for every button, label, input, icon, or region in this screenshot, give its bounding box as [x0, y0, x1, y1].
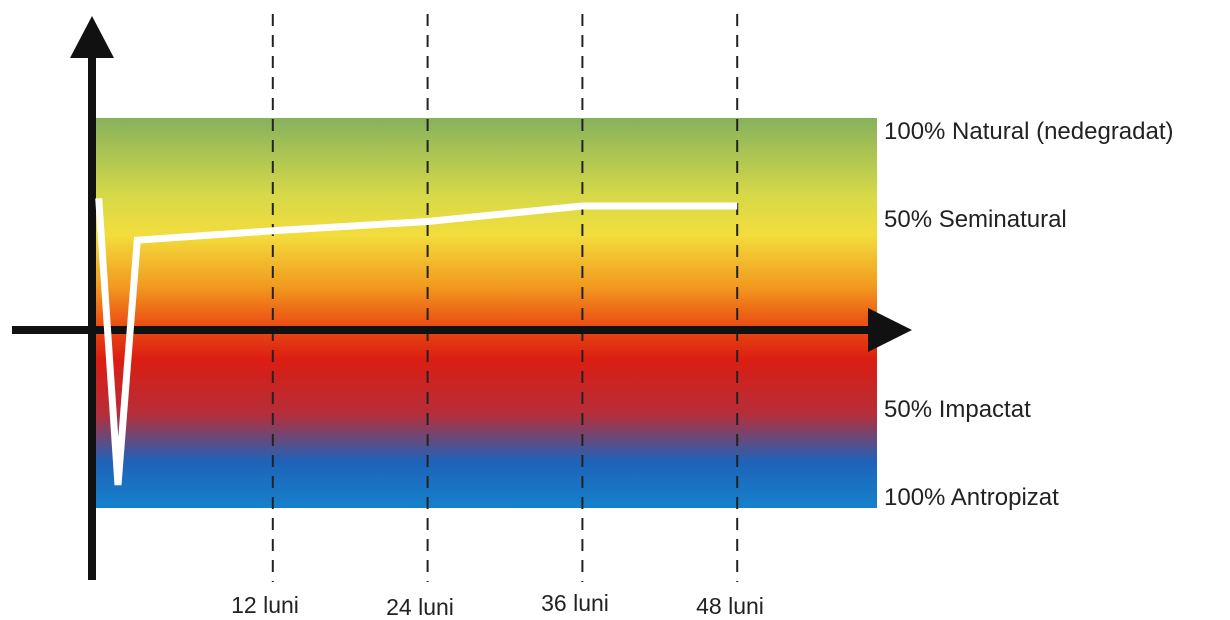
x-tick-label-12: 12 luni [231, 592, 299, 618]
band-label-antropizat: 100% Antropizat [884, 484, 1059, 511]
band-label-natural: 100% Natural (nedegradat) [884, 118, 1174, 145]
gridlines [271, 14, 739, 582]
x-tick-label-48: 48 luni [696, 593, 764, 619]
series-line [95, 198, 738, 486]
band-label-seminatural: 50% Seminatural [884, 206, 1067, 233]
band-label-impactat: 50% Impactat [884, 396, 1031, 423]
x-tick-label-36: 36 luni [541, 590, 609, 616]
x-axis-arrow [868, 308, 912, 352]
x-tick-label-24: 24 luni [386, 594, 454, 620]
gradient-band [95, 118, 877, 508]
y-axis-arrow [70, 16, 114, 58]
